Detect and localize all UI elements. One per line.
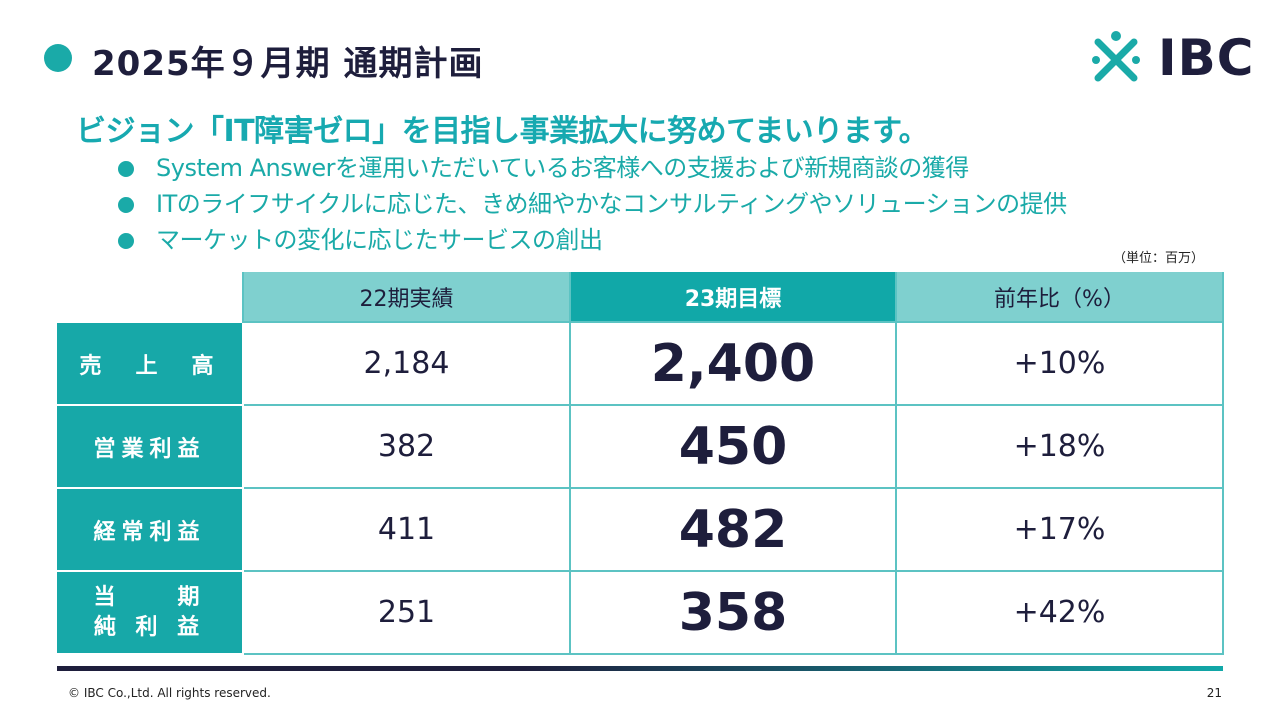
cell-actual: 251 [242,570,571,655]
cell-actual: 382 [242,404,571,489]
cell-actual: 411 [242,487,571,572]
row-label-line: 当 期 [93,584,206,610]
cell-target: 450 [569,404,897,489]
ibc-logo-icon [1092,31,1140,82]
cell-target: 358 [569,570,897,655]
bullet-dot [118,233,134,249]
copyright-text: © IBC Co.,Ltd. All rights reserved. [68,686,271,700]
header-yoy: 前年比（%） [895,272,1224,323]
cell-target: 2,400 [569,321,897,406]
initiative-list: System Answerを運用いただいているお客様への支援および新規商談の獲得… [116,150,1067,258]
header-actual: 22期実績 [242,272,571,323]
table-header-row: 22期実績 23期目標 前年比（%） [57,272,1224,323]
table-row: 営業利益 382 450 +18% [57,404,1224,489]
row-label-net-income: 当 期 純 利 益 [57,570,244,655]
row-label-line: 純 利 益 [93,614,206,640]
row-label-sales: 売 上 高 [57,321,244,406]
logo-wordmark: IBC [1158,29,1255,87]
page-number: 21 [1206,686,1222,700]
table-row: 当 期 純 利 益 251 358 +42% [57,570,1224,655]
cell-yoy: +18% [895,404,1224,489]
list-item: System Answerを運用いただいているお客様への支援および新規商談の獲得 [116,150,1067,186]
bullet-text: ITのライフサイクルに応じた、きめ細やかなコンサルティングやソリューションの提供 [156,190,1067,218]
row-label-operating-profit: 営業利益 [57,404,244,489]
cell-target: 482 [569,487,897,572]
cell-yoy: +42% [895,570,1224,655]
list-item: マーケットの変化に応じたサービスの創出 [116,222,1067,258]
vision-headline: ビジョン「IT障害ゼロ」を目指し事業拡大に努めてまいります。 [76,114,929,149]
unit-note: （単位：百万） [1112,251,1204,266]
page-title: 2025年９月期 通期計画 [92,44,484,84]
table-row: 経常利益 411 482 +17% [57,487,1224,572]
cell-yoy: +17% [895,487,1224,572]
bullet-dot [118,197,134,213]
plan-table: 22期実績 23期目標 前年比（%） 売 上 高 2,184 2,400 +10… [57,272,1224,655]
header-target: 23期目標 [569,272,897,323]
bullet-text: マーケットの変化に応じたサービスの創出 [156,226,603,254]
table-corner [57,272,243,322]
cell-actual: 2,184 [242,321,571,406]
row-label-ordinary-profit: 経常利益 [57,487,244,572]
footer-divider [57,666,1223,671]
table-row: 売 上 高 2,184 2,400 +10% [57,321,1224,406]
bullet-text: System Answerを運用いただいているお客様への支援および新規商談の獲得 [156,154,969,182]
list-item: ITのライフサイクルに応じた、きめ細やかなコンサルティングやソリューションの提供 [116,186,1067,222]
title-bullet-dot [44,44,72,72]
bullet-dot [118,161,134,177]
cell-yoy: +10% [895,321,1224,406]
